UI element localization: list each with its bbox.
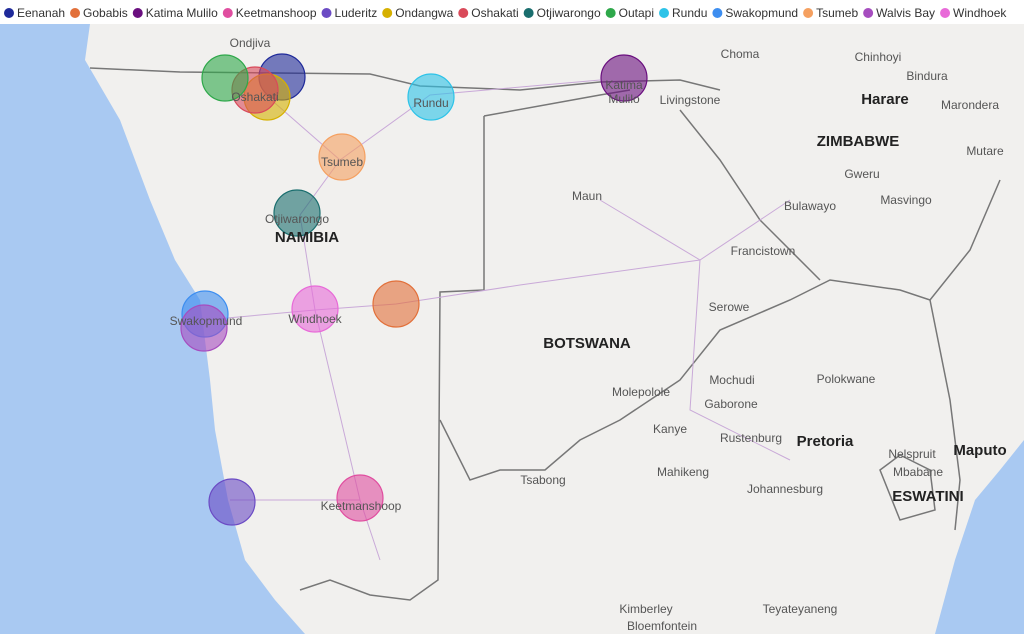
- city-label: Windhoek: [288, 312, 342, 326]
- city-label: Marondera: [941, 98, 999, 112]
- city-label: Polokwane: [817, 372, 876, 386]
- legend-label: Otjiwarongo: [537, 6, 601, 20]
- ocean: [0, 24, 305, 634]
- legend-label: Keetmanshoop: [236, 6, 317, 20]
- location-bubble: [372, 280, 420, 328]
- legend-label: Ondangwa: [395, 6, 453, 20]
- legend-marker: [712, 8, 723, 18]
- legend-marker: [4, 8, 14, 18]
- city-label: Otjiwarongo: [265, 212, 329, 226]
- city-label: Gweru: [844, 167, 879, 181]
- location-bubble: [201, 54, 249, 102]
- legend-marker: [382, 8, 393, 18]
- city-label: Kimberley: [619, 602, 672, 616]
- location-bubble: [208, 478, 256, 526]
- legend-label: Tsumeb: [816, 6, 858, 20]
- location-bubble: [407, 73, 455, 121]
- city-label: Molepolole: [612, 385, 670, 399]
- region-label: Maputo: [953, 442, 1006, 459]
- legend-label: Swakopmund: [725, 6, 798, 20]
- city-label: Rustenburg: [720, 431, 782, 445]
- region-label: Harare: [861, 91, 909, 108]
- city-label: Ondjiva: [230, 36, 271, 50]
- legend-marker: [132, 8, 143, 18]
- legend-marker: [321, 8, 332, 18]
- region-label: Pretoria: [797, 433, 854, 450]
- city-label: Tsabong: [520, 473, 565, 487]
- city-label: Mbabane: [893, 465, 943, 479]
- city-label: Chinhoyi: [855, 50, 902, 64]
- legend-label: Luderitz: [335, 6, 378, 20]
- legend-marker: [659, 8, 670, 18]
- city-label: Johannesburg: [747, 482, 823, 496]
- city-label: Teyateyaneng: [763, 602, 838, 616]
- city-label: Maun: [572, 189, 602, 203]
- city-label: Rundu: [413, 96, 448, 110]
- location-bubble: [336, 474, 384, 522]
- legend-label: Outapi: [619, 6, 654, 20]
- region-label: ZIMBABWE: [817, 133, 900, 150]
- city-label: Gaborone: [704, 397, 758, 411]
- city-label: Kanye: [653, 422, 687, 436]
- city-label: Bindura: [906, 69, 948, 83]
- city-label: Mahikeng: [657, 465, 709, 479]
- city-label: Serowe: [709, 300, 750, 314]
- city-label: Mochudi: [709, 373, 754, 387]
- legend-marker: [70, 8, 81, 18]
- legend-label: Walvis Bay: [876, 6, 935, 20]
- legend-bar: [0, 0, 1024, 24]
- city-label: Livingstone: [660, 93, 721, 107]
- city-label: Tsumeb: [321, 155, 363, 169]
- region-label: BOTSWANA: [543, 335, 631, 352]
- legend-marker: [458, 8, 469, 18]
- city-label: Keetmanshoop: [321, 499, 402, 513]
- city-label: Masvingo: [880, 193, 932, 207]
- location-bubble: [273, 189, 321, 237]
- location-bubble: [291, 285, 339, 333]
- city-label: Francistown: [731, 244, 796, 258]
- city-label: Nelspruit: [888, 447, 936, 461]
- city-label: Mulilo: [608, 92, 640, 106]
- location-bubble: [180, 304, 228, 352]
- ocean: [935, 440, 1024, 634]
- city-label: Katima: [605, 78, 643, 92]
- legend-label: Eenanah: [17, 6, 65, 20]
- legend-marker: [605, 8, 616, 18]
- legend-label: Katima Mulilo: [146, 6, 218, 20]
- legend-marker: [940, 8, 951, 18]
- city-label: Oshakati: [231, 90, 278, 104]
- city-label: Bloemfontein: [627, 619, 697, 633]
- city-label: Bulawayo: [784, 199, 836, 213]
- legend-label: Gobabis: [83, 6, 128, 20]
- city-label: Choma: [721, 47, 760, 61]
- legend-label: Rundu: [672, 6, 707, 20]
- city-label: Mutare: [966, 144, 1004, 158]
- location-bubble: [318, 133, 366, 181]
- location-bubble: [600, 54, 648, 102]
- region-label: NAMIBIA: [275, 229, 339, 246]
- legend-marker: [803, 8, 814, 18]
- city-label: Swakopmund: [170, 314, 243, 328]
- region-label: ESWATINI: [892, 488, 963, 505]
- legend-marker: [863, 8, 874, 18]
- legend-label: Windhoek: [953, 6, 1007, 20]
- legend-marker: [523, 8, 534, 18]
- legend-marker: [222, 8, 233, 18]
- legend-label: Oshakati: [471, 6, 518, 20]
